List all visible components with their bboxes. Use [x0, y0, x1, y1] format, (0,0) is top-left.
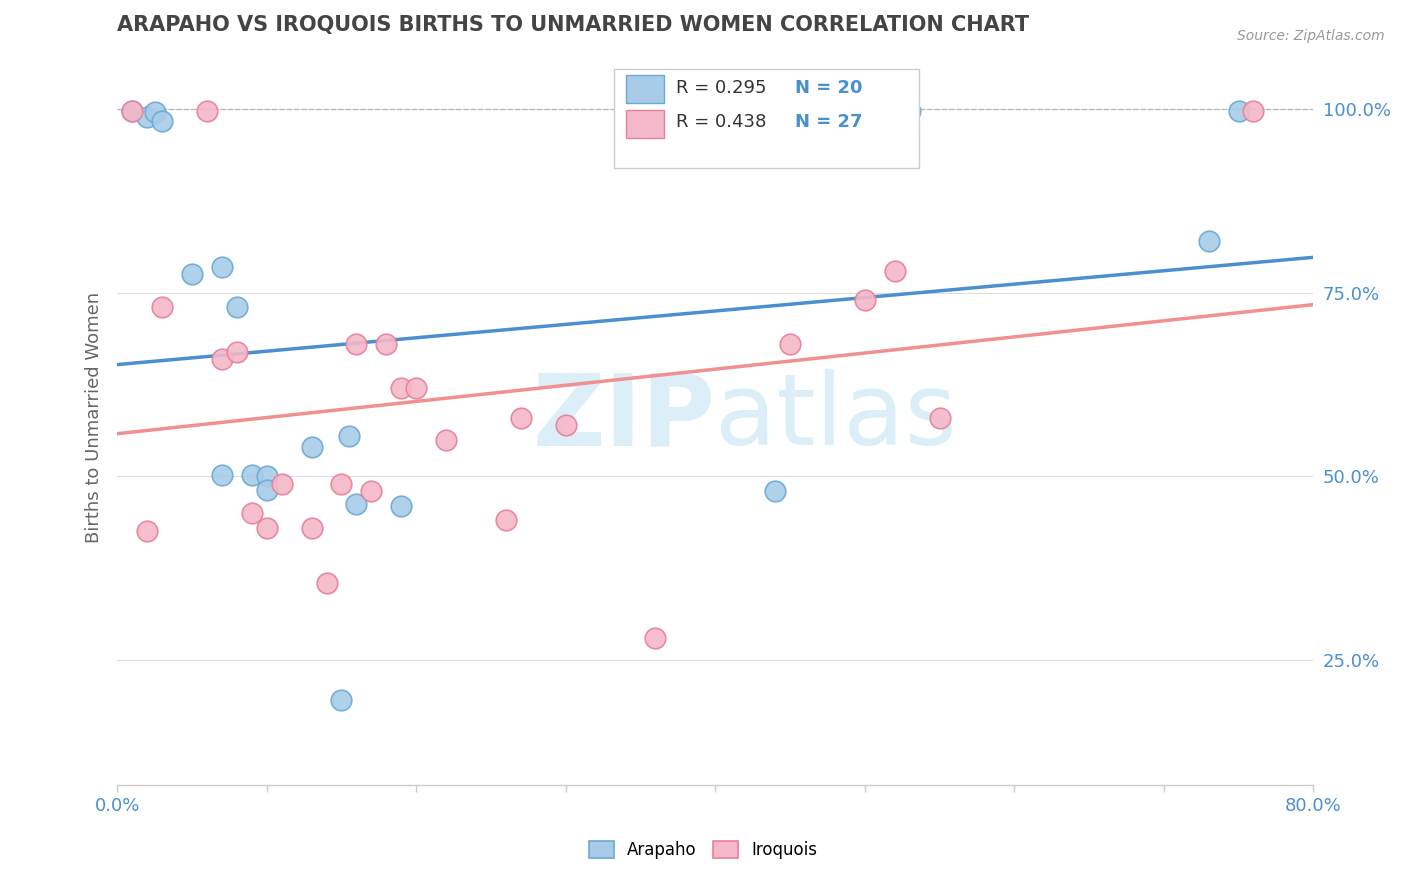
Point [928, 410, 950, 425]
Text: ZIP: ZIP [533, 369, 716, 467]
Y-axis label: Births to Unmarried Women: Births to Unmarried Women [86, 292, 103, 543]
Point [763, 483, 786, 498]
Point [495, 513, 517, 527]
Point [211, 260, 233, 274]
Point [1198, 235, 1220, 249]
Point [136, 524, 159, 539]
Point [256, 521, 278, 535]
Point [389, 499, 412, 513]
Point [1243, 103, 1265, 118]
Point [434, 433, 457, 447]
Point [344, 497, 367, 511]
Point [344, 337, 367, 351]
Text: Source: ZipAtlas.com: Source: ZipAtlas.com [1237, 29, 1385, 43]
Point [405, 381, 427, 395]
Point [301, 521, 323, 535]
Point [898, 103, 921, 118]
Point [240, 506, 263, 520]
Point [256, 483, 278, 497]
Point [143, 105, 166, 120]
FancyBboxPatch shape [613, 69, 918, 168]
Point [301, 440, 323, 454]
Point [315, 575, 337, 590]
FancyBboxPatch shape [626, 76, 664, 103]
Point [136, 110, 159, 124]
Point [121, 103, 143, 118]
Point [211, 351, 233, 366]
Legend: Arapaho, Iroquois: Arapaho, Iroquois [582, 834, 824, 866]
Text: atlas: atlas [716, 369, 957, 467]
Point [330, 476, 353, 491]
Point [240, 467, 263, 482]
Point [150, 114, 173, 128]
Point [150, 301, 173, 315]
Point [211, 467, 233, 482]
Point [883, 264, 905, 278]
Point [330, 693, 353, 707]
Point [375, 337, 398, 351]
FancyBboxPatch shape [626, 110, 664, 138]
Point [225, 301, 247, 315]
Point [644, 631, 666, 645]
Point [509, 410, 531, 425]
Text: N = 20: N = 20 [796, 78, 863, 97]
Point [389, 381, 412, 395]
Point [256, 469, 278, 483]
Point [853, 293, 876, 307]
Point [779, 337, 801, 351]
Text: R = 0.438: R = 0.438 [676, 113, 766, 131]
Text: R = 0.295: R = 0.295 [676, 78, 766, 97]
Point [554, 417, 576, 432]
Text: ARAPAHO VS IROQUOIS BIRTHS TO UNMARRIED WOMEN CORRELATION CHART: ARAPAHO VS IROQUOIS BIRTHS TO UNMARRIED … [117, 15, 1029, 35]
Point [360, 483, 382, 498]
Text: N = 27: N = 27 [796, 113, 863, 131]
Point [1227, 103, 1250, 118]
Point [195, 103, 218, 118]
Point [121, 103, 143, 118]
Point [225, 344, 247, 359]
Point [337, 429, 360, 443]
Point [270, 476, 292, 491]
Point [181, 268, 204, 282]
